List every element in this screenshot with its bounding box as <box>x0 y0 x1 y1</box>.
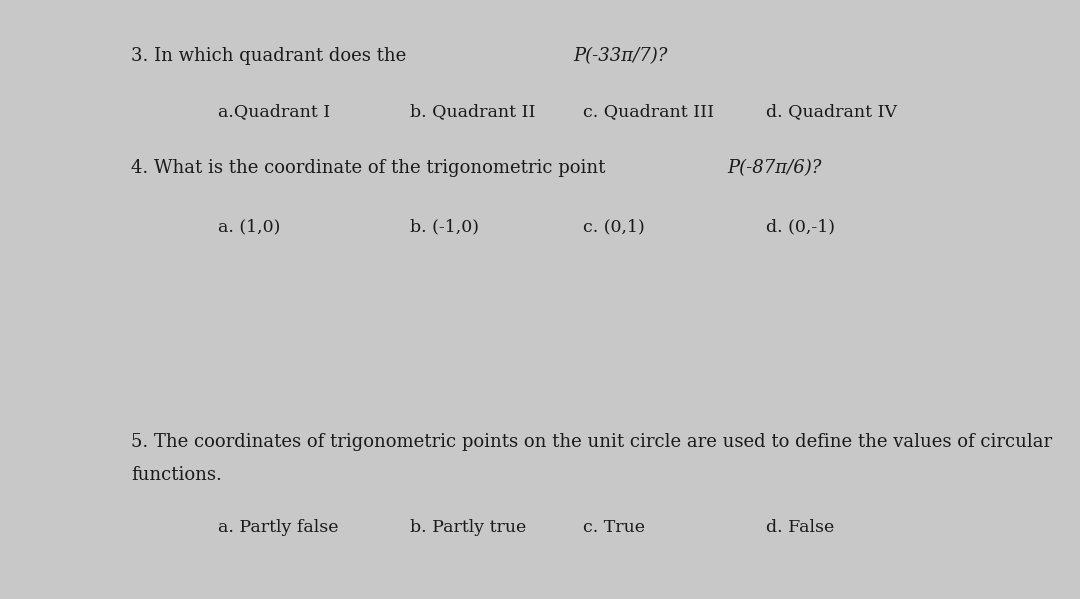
Text: d. Quadrant IV: d. Quadrant IV <box>766 103 896 120</box>
Text: c. (0,1): c. (0,1) <box>583 218 645 235</box>
Text: b. Partly true: b. Partly true <box>410 519 526 536</box>
Text: 5. The coordinates of trigonometric points on the unit circle are used to define: 5. The coordinates of trigonometric poin… <box>132 432 1053 450</box>
Text: a. (1,0): a. (1,0) <box>218 218 281 235</box>
Text: d. False: d. False <box>766 519 834 536</box>
Text: c. True: c. True <box>583 519 645 536</box>
Text: b. (-1,0): b. (-1,0) <box>410 218 480 235</box>
Text: 3. In which quadrant does the: 3. In which quadrant does the <box>132 47 413 65</box>
Text: a. Partly false: a. Partly false <box>218 519 338 536</box>
Text: c. Quadrant III: c. Quadrant III <box>583 103 714 120</box>
Text: 4. What is the coordinate of the trigonometric point: 4. What is the coordinate of the trigono… <box>132 159 611 177</box>
Text: a.Quadrant I: a.Quadrant I <box>218 103 330 120</box>
Text: P(-87π/6)?: P(-87π/6)? <box>728 159 822 177</box>
Text: b. Quadrant II: b. Quadrant II <box>410 103 536 120</box>
Text: P(-33π/7)?: P(-33π/7)? <box>573 47 669 65</box>
Text: functions.: functions. <box>132 466 222 484</box>
Text: d. (0,-1): d. (0,-1) <box>766 218 835 235</box>
